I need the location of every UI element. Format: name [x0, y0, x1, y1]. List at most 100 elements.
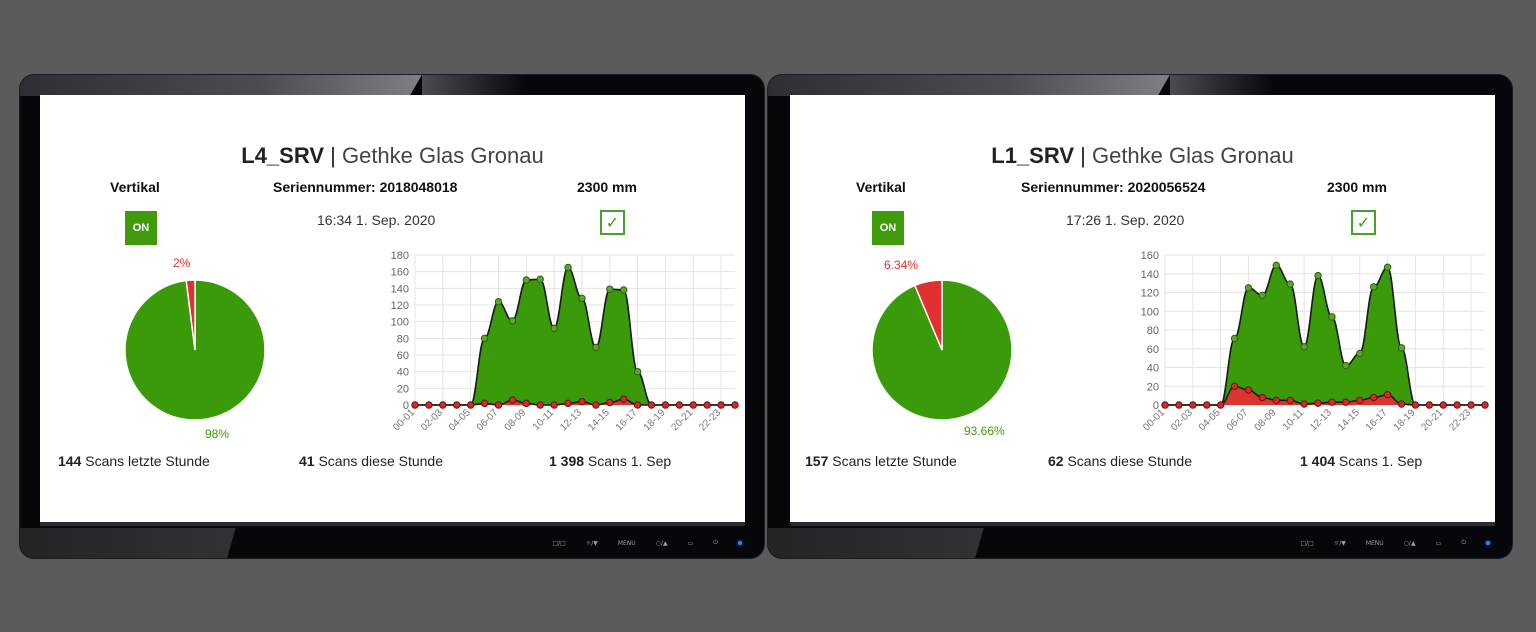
data-point [536, 401, 544, 409]
y-tick-label: 140 [391, 283, 409, 295]
y-tick-label: 80 [1147, 325, 1159, 337]
menu-button[interactable]: MENU [1365, 539, 1384, 547]
data-point [494, 401, 503, 409]
input-button[interactable]: □/□ [552, 539, 566, 547]
y-tick-label: 40 [1147, 363, 1159, 375]
brightness-down-button[interactable]: ☼/▼ [585, 539, 598, 547]
data-point [1244, 386, 1253, 394]
data-point [1481, 401, 1489, 409]
input-button[interactable]: □/□ [1300, 539, 1314, 547]
data-point [480, 399, 489, 408]
y-tick-label: 60 [397, 350, 409, 362]
data-point [1356, 396, 1364, 405]
data-point [1328, 313, 1336, 321]
x-tick-label: 06-07 [1225, 407, 1251, 433]
series-area-ok [1165, 265, 1485, 405]
bezel-chin [20, 528, 236, 558]
data-point [1453, 401, 1461, 409]
company-name: Gethke Glas Gronau [1091, 143, 1294, 168]
check-icon: ✓ [600, 210, 625, 235]
data-point [1314, 271, 1322, 280]
data-point [1342, 398, 1350, 406]
data-point [1189, 401, 1197, 409]
data-point [1369, 283, 1378, 291]
check-icon: ✓ [1351, 210, 1376, 235]
auto-up-button[interactable]: ○/▲ [655, 539, 668, 547]
y-tick-label: 120 [391, 300, 409, 312]
brightness-down-button[interactable]: ☼/▼ [1333, 539, 1346, 547]
power-button[interactable]: ⏻ [713, 539, 718, 546]
data-point [717, 401, 725, 409]
y-tick-label: 180 [391, 250, 409, 262]
x-tick-label: 10-11 [1281, 407, 1307, 433]
y-tick-label: 0 [403, 400, 409, 412]
pie-red-label: 2% [173, 256, 191, 270]
data-point [1258, 291, 1267, 300]
data-point [1230, 334, 1239, 343]
data-point [1411, 401, 1420, 409]
monitor-left: L4_SRV | Gethke Glas Gronau Vertikal Ser… [20, 75, 764, 558]
data-point [1175, 401, 1183, 409]
x-tick-label: 10-11 [531, 407, 557, 433]
x-tick-label: 02-03 [419, 407, 445, 433]
source-button[interactable]: ▭ [1435, 539, 1442, 547]
x-tick-label: 20-21 [1420, 407, 1446, 433]
x-tick-label: 08-09 [1253, 407, 1279, 433]
series-area-ok [415, 267, 735, 405]
data-point [1383, 390, 1392, 399]
data-point [1230, 382, 1239, 390]
data-point [480, 334, 489, 343]
data-point [703, 401, 711, 409]
bezel-gloss [1169, 75, 1274, 96]
x-tick-label: 00-01 [391, 407, 417, 433]
data-point [1272, 261, 1281, 270]
x-tick-label: 06-07 [475, 407, 501, 433]
x-tick-label: 14-15 [1336, 407, 1362, 433]
power-led-icon [1486, 541, 1490, 545]
power-button[interactable]: ⏻ [1461, 539, 1466, 546]
power-led-icon [738, 541, 742, 545]
stat-this-hour: 41 Scans diese Stunde [299, 453, 443, 469]
stat-last-hour: 157 Scans letzte Stunde [805, 453, 957, 469]
orientation-label: Vertikal [856, 179, 906, 195]
data-point [522, 399, 531, 408]
x-tick-label: 20-21 [670, 407, 696, 433]
auto-up-button[interactable]: ○/▲ [1403, 539, 1416, 547]
data-point [1258, 393, 1267, 402]
menu-button[interactable]: MENU [617, 539, 636, 547]
data-point [1467, 401, 1475, 409]
x-tick-label: 12-13 [558, 407, 584, 433]
data-point [619, 395, 628, 403]
y-tick-label: 100 [1141, 306, 1159, 318]
data-point [578, 397, 586, 406]
x-tick-label: 18-19 [1392, 407, 1418, 433]
pie-green-label: 98% [205, 427, 229, 441]
dashboard-screen: L1_SRV | Gethke Glas Gronau Vertikal Ser… [790, 95, 1495, 526]
timestamp: 17:26 1. Sep. 2020 [1066, 212, 1185, 228]
status-badge: ON [872, 211, 904, 245]
y-tick-label: 140 [1141, 269, 1159, 281]
x-tick-label: 18-19 [642, 407, 668, 433]
y-tick-label: 0 [1153, 400, 1159, 412]
pie-red-label: 6.34% [884, 258, 918, 272]
data-point [1161, 401, 1169, 409]
data-point [1369, 393, 1378, 402]
monitor-right: L1_SRV | Gethke Glas Gronau Vertikal Ser… [768, 75, 1512, 558]
source-button[interactable]: ▭ [687, 539, 694, 547]
pie-slices [871, 279, 1013, 421]
data-point [550, 324, 558, 333]
pie-green-label: 93.66% [964, 424, 1005, 438]
data-point [633, 367, 642, 376]
data-point [494, 297, 503, 306]
data-point [731, 401, 739, 409]
x-tick-label: 08-09 [503, 407, 529, 433]
data-point [564, 399, 572, 408]
data-point [508, 317, 517, 325]
data-point [1244, 284, 1253, 292]
hourly-area-chart: 0 20 40 60 80 100 120 140 160 00-01 02-03 04-05 06-0… [1141, 250, 1489, 433]
x-tick-label: 16-17 [614, 407, 640, 433]
y-tick-label: 20 [397, 383, 409, 395]
data-point [689, 401, 697, 409]
y-tick-label: 60 [1147, 344, 1159, 356]
pie-slices [124, 279, 266, 421]
